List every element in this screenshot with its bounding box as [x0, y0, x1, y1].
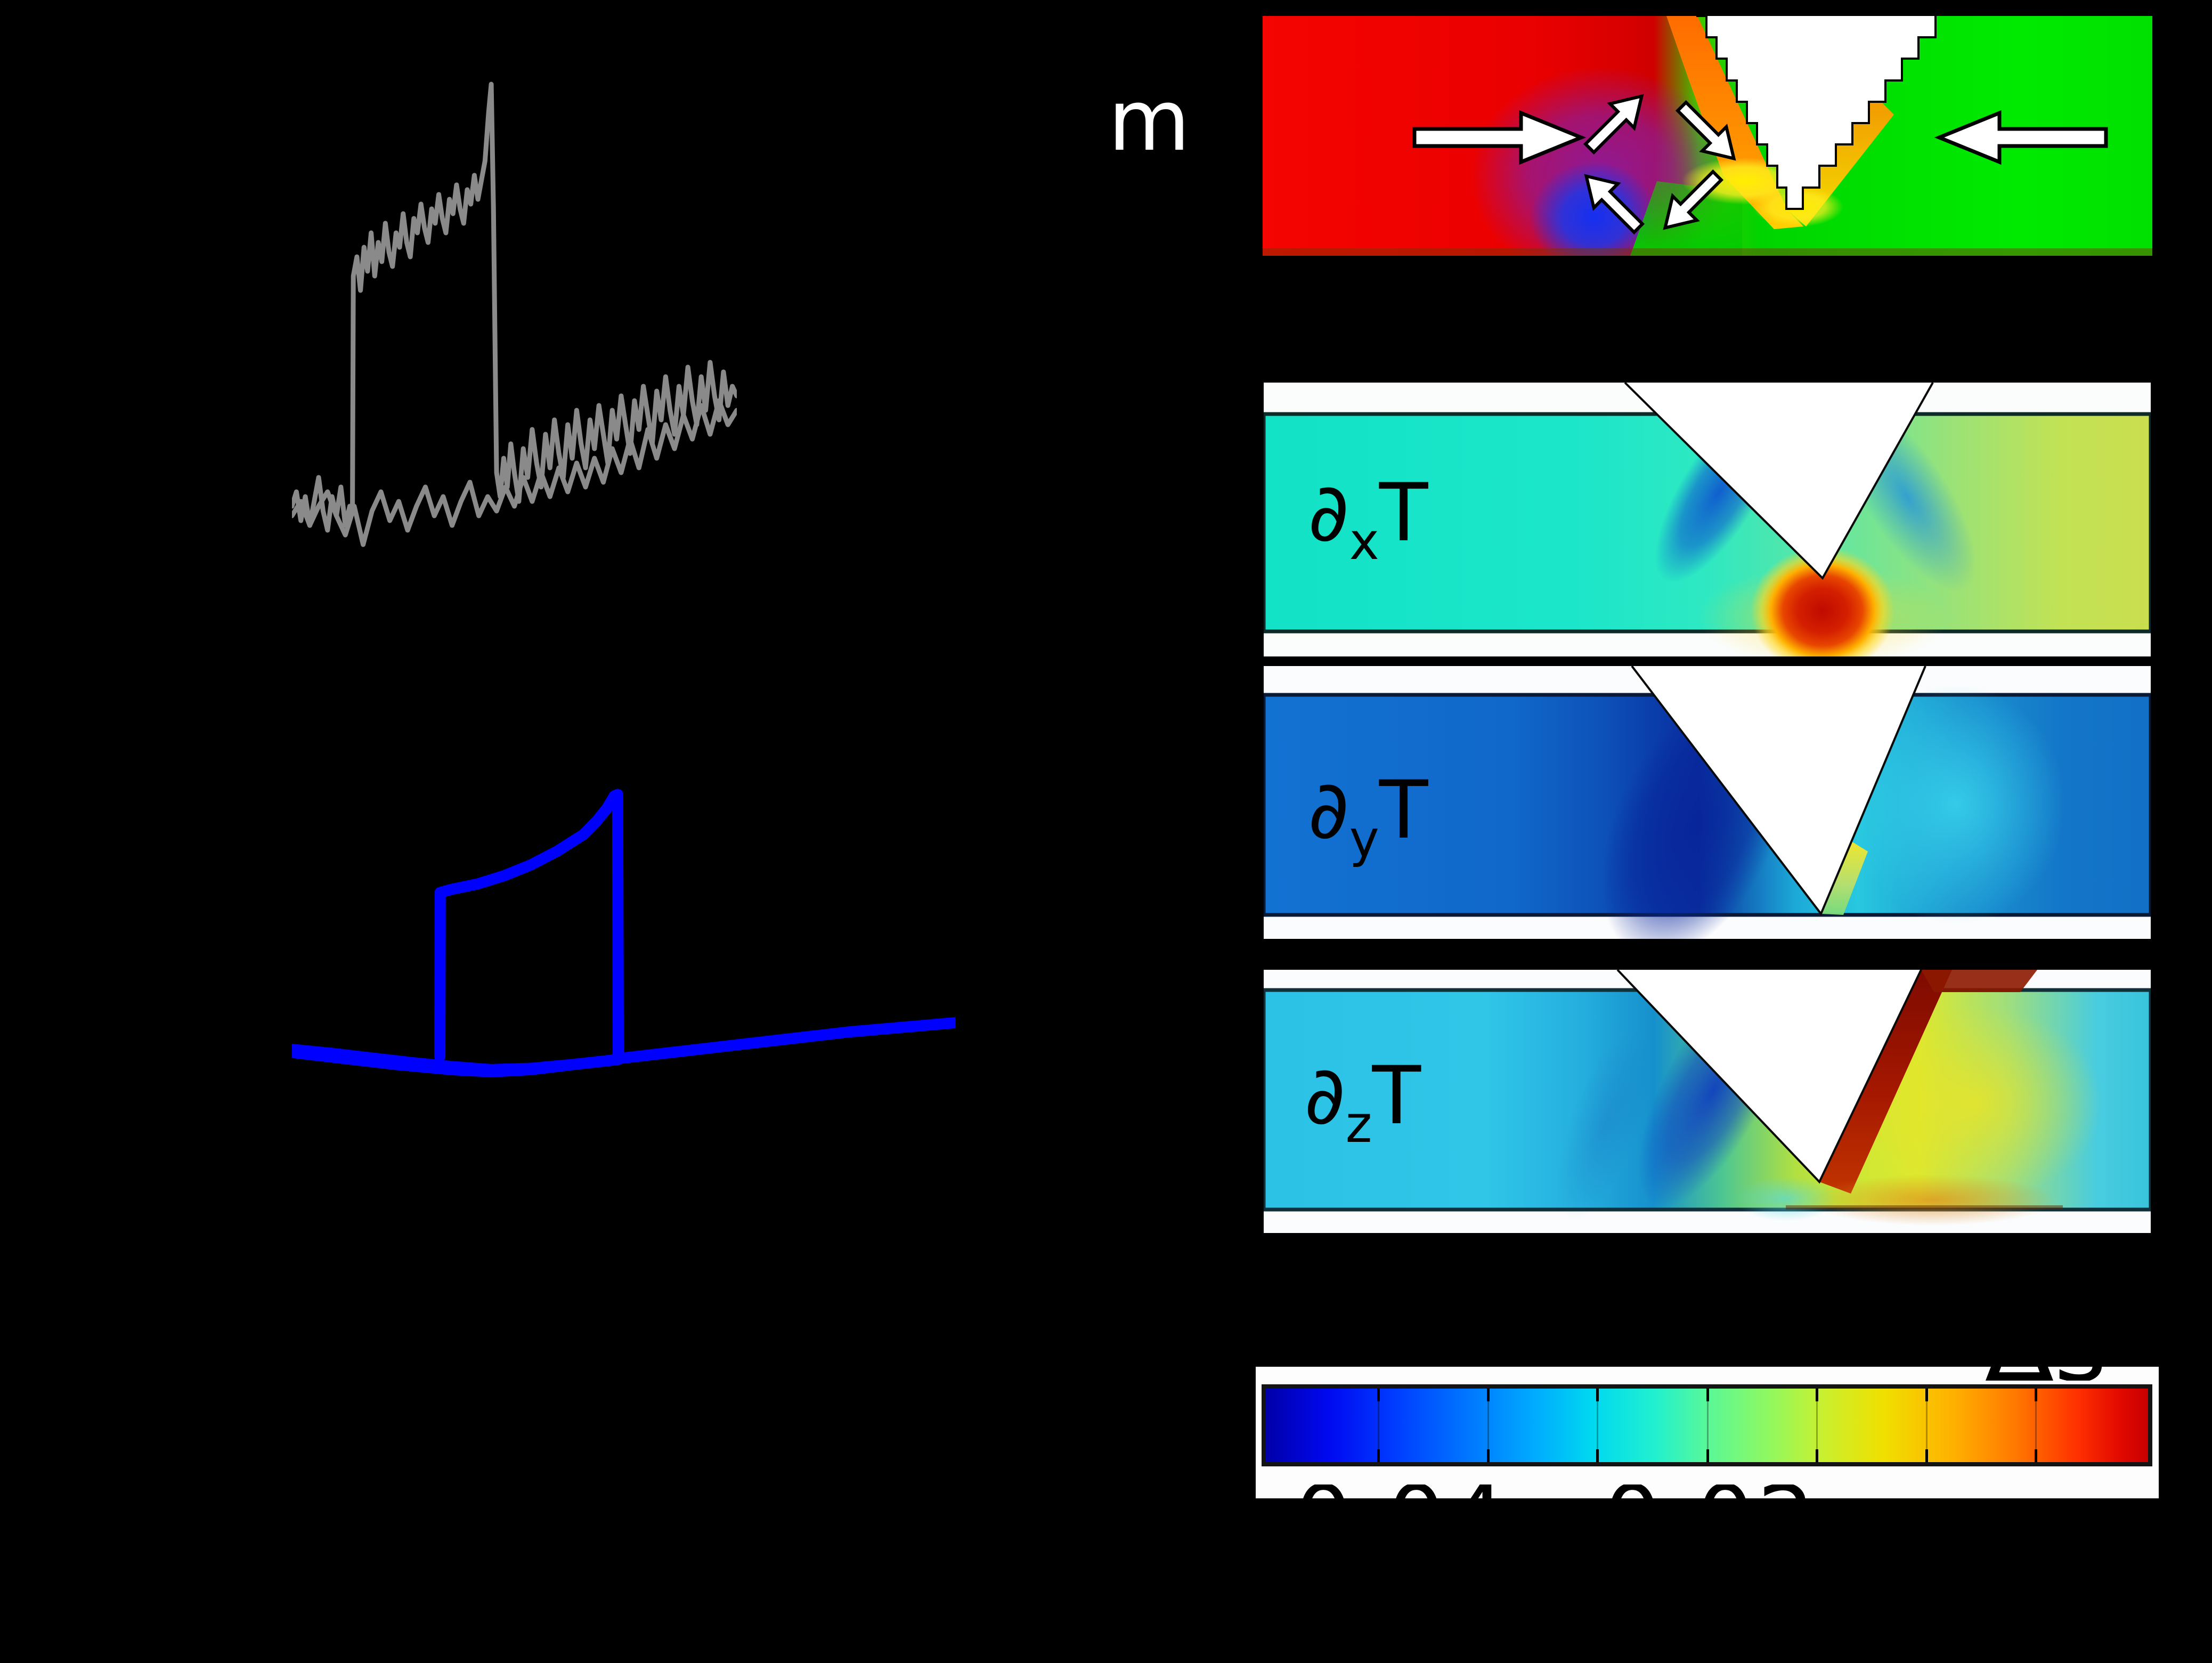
- yellow-sliver: [1821, 838, 1868, 915]
- colorbar-tick: [1925, 1389, 1928, 1462]
- colorbar-tick: [1486, 1389, 1490, 1462]
- colorbar-tick: [1377, 1389, 1380, 1462]
- dzT-label: ∂zT: [1304, 1056, 1421, 1150]
- tip-cyan-spot: [1735, 1177, 1836, 1221]
- bottom-edge-shade: [1263, 248, 2152, 256]
- magnetization-heatmap-panel: [1263, 16, 2152, 256]
- dxT-heatmap: [1264, 383, 2151, 656]
- magnetization-label: m: [1108, 72, 1190, 170]
- colorbar-ticklabel-cropped: 0.04: [1295, 1484, 1502, 1498]
- colorbar-tick: [1706, 1389, 1709, 1462]
- simulated-thermovoltage-plot: [292, 782, 955, 1089]
- vortex-arrow-down-right-icon: [1675, 100, 1736, 161]
- dxT-heatmap-panel: [1264, 383, 2151, 656]
- hot-band-right: [1819, 970, 1952, 1194]
- partial-symbol: ∂: [1304, 1050, 1346, 1142]
- dyT-heatmap-panel: [1264, 666, 2151, 939]
- vortex-arrow-down-left-icon: [1663, 169, 1724, 230]
- vortex-arrow-up-right-icon: [1583, 94, 1644, 155]
- bright-region-right: [1847, 685, 2065, 924]
- hot-spot: [1751, 547, 1894, 656]
- temperature-symbol: T: [1379, 764, 1428, 857]
- dzT-heatmap-panel: [1264, 970, 2151, 1233]
- dyT-label: ∂yT: [1308, 770, 1428, 865]
- dark-sweep: [1557, 1028, 1653, 1220]
- v-notch: [1624, 383, 1934, 580]
- baseline-branch-b: [292, 1052, 619, 1072]
- colorbar-ticklabel-cropped: 0.02: [1604, 1484, 1811, 1498]
- v-notch: [1696, 16, 1937, 210]
- right-arrow-icon: [1412, 110, 1587, 165]
- vortex-arrow-up-left-icon: [1584, 174, 1645, 235]
- colorbar-tick: [1596, 1389, 1599, 1462]
- colorbar-title-cropped: Δs: [1966, 1367, 2126, 1381]
- pulse-branch: [440, 794, 619, 1057]
- dxT-label: ∂xT: [1308, 473, 1428, 567]
- v-notch: [1616, 970, 1922, 1184]
- dzT-heatmap: [1264, 970, 2151, 1233]
- reference-trace: [292, 401, 737, 545]
- v-notch: [1631, 666, 1926, 916]
- subscript-z: z: [1345, 1096, 1372, 1154]
- temperature-symbol: T: [1372, 1050, 1421, 1142]
- pulse-trace: [292, 84, 737, 530]
- partial-symbol: ∂: [1308, 764, 1349, 857]
- colorbar-tick: [1816, 1389, 1819, 1462]
- subscript-y: y: [1349, 810, 1379, 869]
- hot-band-top: [1921, 970, 2037, 992]
- left-arrow-icon: [1934, 110, 2108, 165]
- bottom-warm-smudge: [1807, 1174, 2058, 1226]
- temperature-symbol: T: [1379, 467, 1428, 559]
- partial-symbol: ∂: [1308, 467, 1349, 559]
- colorbar-gradient: [1262, 1384, 2152, 1466]
- bottom-dark-line: [1786, 1205, 2063, 1210]
- magnetization-heatmap: [1263, 16, 2152, 256]
- tail-branch: [619, 1023, 955, 1058]
- colorbar-tick: [2035, 1389, 2038, 1462]
- measured-thermovoltage-plot: [292, 75, 737, 554]
- colorbar: [1256, 1367, 2159, 1498]
- dyT-heatmap: [1264, 666, 2151, 939]
- subscript-x: x: [1349, 513, 1379, 571]
